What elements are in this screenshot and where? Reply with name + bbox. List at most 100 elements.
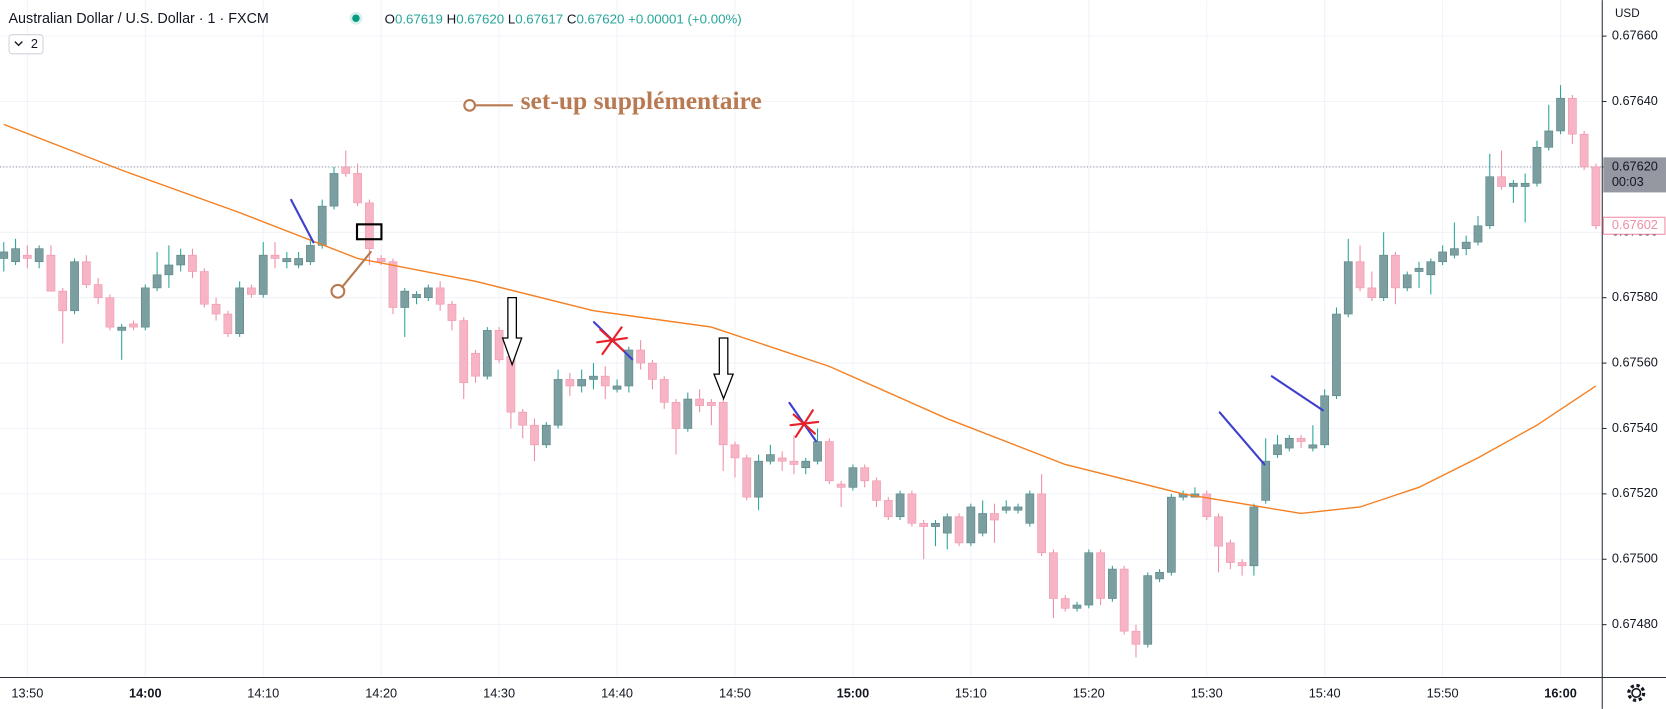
candle-body xyxy=(1450,248,1459,256)
candle-body xyxy=(1532,146,1542,184)
candle-body xyxy=(695,398,704,406)
y-tick-label: 0.67640 xyxy=(1612,93,1658,108)
indicator-count: 2 xyxy=(31,36,38,51)
indicator-toggle[interactable]: 2 xyxy=(8,34,44,55)
ohlc-legend: O0.67619 H0.67620 L0.67617 C0.67620 +0.0… xyxy=(385,11,742,26)
candle-body xyxy=(1296,437,1306,442)
candle-body xyxy=(1108,568,1117,599)
candle-body xyxy=(341,166,351,174)
candle-body xyxy=(1060,598,1070,609)
candle-body xyxy=(1308,444,1318,449)
candle-body xyxy=(777,457,787,462)
x-tick-label: 14:20 xyxy=(365,685,397,700)
candle-body xyxy=(1391,254,1400,289)
candle-body xyxy=(1355,261,1365,289)
change: +0.00001 (+0.00%) xyxy=(628,11,742,26)
candle-body xyxy=(530,424,539,446)
ohlc-label: L xyxy=(508,11,515,26)
candle-body xyxy=(188,254,197,272)
candle-body xyxy=(600,375,610,387)
candle-body xyxy=(1037,493,1046,554)
candle-body xyxy=(553,379,563,426)
y-tick-label: 0.67540 xyxy=(1612,420,1658,435)
candle-body xyxy=(707,402,716,406)
candle-body xyxy=(0,251,9,259)
x-tick-label: 14:40 xyxy=(601,685,633,700)
candle-body xyxy=(1155,572,1164,580)
currency[interactable]: USD xyxy=(1615,7,1640,20)
candle-body xyxy=(518,411,528,426)
candle-body xyxy=(895,493,905,518)
candle-body xyxy=(176,254,186,266)
price-marker-box xyxy=(1602,216,1666,235)
candle-body xyxy=(412,294,421,299)
settings-button[interactable] xyxy=(1627,683,1646,702)
candle-body xyxy=(1332,313,1341,397)
candle-body xyxy=(317,205,327,246)
ohlc-value: 0.67617 xyxy=(515,11,563,26)
candle-body xyxy=(81,261,91,285)
toggle-box[interactable] xyxy=(8,34,44,55)
last-price-box xyxy=(1603,157,1666,193)
candle-body xyxy=(46,254,56,292)
candle-body xyxy=(459,320,469,384)
candle-body xyxy=(565,379,575,387)
candle-body xyxy=(423,287,433,299)
y-tick-label: 0.67560 xyxy=(1612,354,1658,369)
candle-body xyxy=(294,258,303,266)
trend-line xyxy=(1218,411,1266,466)
candle-body xyxy=(11,248,20,263)
candle-body xyxy=(282,258,292,263)
candle-body xyxy=(1273,444,1282,455)
candle-body xyxy=(1402,274,1412,289)
candle-body xyxy=(942,516,952,534)
y-tick-label: 0.67500 xyxy=(1612,551,1658,566)
cross-mark xyxy=(789,409,820,438)
candle-body xyxy=(1367,287,1377,299)
candle-body xyxy=(1544,130,1554,148)
candle-body xyxy=(1261,460,1271,501)
candle-body xyxy=(23,254,32,259)
candle-body xyxy=(541,424,551,446)
candle-body xyxy=(577,379,587,387)
candle-body xyxy=(258,254,268,295)
price-marker-label: 0.67602 xyxy=(1612,217,1658,232)
down-arrow xyxy=(501,297,523,367)
candle-body xyxy=(1509,182,1518,187)
ohlc-value: 0.67619 xyxy=(395,11,443,26)
highlight-box xyxy=(355,223,383,241)
candle-body xyxy=(365,202,374,249)
candle-body xyxy=(1426,261,1436,276)
candle-body xyxy=(58,290,68,312)
y-tick-label: 0.67660 xyxy=(1612,27,1658,42)
candle-body xyxy=(919,522,929,527)
cross-mark xyxy=(596,326,628,356)
candle-body xyxy=(1143,575,1153,645)
candle-body xyxy=(1284,437,1294,449)
candle-body xyxy=(447,303,457,321)
candle-body xyxy=(1485,176,1495,227)
candle-body xyxy=(671,402,681,429)
candle-body xyxy=(1202,493,1212,518)
candle-body xyxy=(34,248,44,263)
candle-body xyxy=(1049,552,1058,599)
countdown: 00:03 xyxy=(1612,174,1644,189)
y-tick-label: 0.67580 xyxy=(1612,289,1658,304)
callout-dot xyxy=(330,283,346,299)
candle-body xyxy=(1119,568,1129,632)
plot xyxy=(0,85,1601,658)
x-tick-label: 14:50 xyxy=(719,685,751,700)
candle-body xyxy=(129,323,138,328)
annotations xyxy=(290,98,1324,466)
y-tick-label: 0.67520 xyxy=(1612,485,1658,500)
candle-body xyxy=(966,506,976,544)
candle-body xyxy=(199,271,209,305)
candle-body xyxy=(1591,166,1601,227)
candle-body xyxy=(247,287,256,295)
candle-body xyxy=(612,385,622,390)
candle-body xyxy=(1461,241,1471,249)
candle-body xyxy=(353,173,362,204)
ohlc-value: 0.67620 xyxy=(456,11,504,26)
candle-body xyxy=(482,330,492,377)
